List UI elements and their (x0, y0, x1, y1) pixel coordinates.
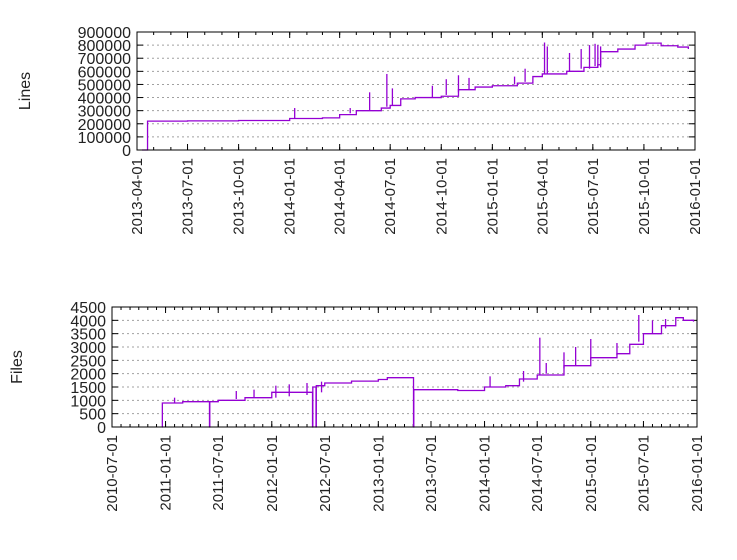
series-line (141, 42, 689, 151)
x-tick-label: 2015-07-01 (635, 435, 652, 512)
y-tick-label: 0 (97, 420, 106, 437)
x-tick-label: 2012-01-01 (264, 435, 281, 512)
y-tick-label: 2500 (70, 353, 106, 370)
x-tick-label: 2011-01-01 (158, 435, 175, 511)
y-tick-label: 0 (122, 143, 131, 160)
x-tick-label: 2013-07-01 (180, 158, 197, 235)
x-tick-label: 2014-01-01 (477, 435, 494, 512)
y-tick-label: 200000 (78, 117, 131, 134)
y-tick-label: 800000 (78, 38, 131, 55)
y-tick-label: 700000 (78, 51, 131, 68)
x-tick-label: 2014-04-01 (332, 158, 349, 235)
plot-frame (111, 306, 698, 428)
x-tick-label: 2016-01-01 (689, 435, 706, 512)
x-tick-label: 2013-10-01 (231, 158, 248, 235)
y-tick-label: 3500 (70, 327, 106, 344)
series-line (161, 317, 695, 428)
y-tick-label: 500000 (78, 77, 131, 94)
x-tick-label: 2014-07-01 (529, 435, 546, 512)
y-tick-label: 1000 (70, 393, 106, 410)
x-tick-label: 2013-07-01 (423, 435, 440, 512)
x-tick-label: 2015-01-01 (583, 435, 600, 512)
x-tick-label: 2010-07-01 (104, 435, 121, 512)
x-tick-label: 2012-07-01 (317, 435, 334, 512)
x-tick-label: 2014-10-01 (433, 158, 450, 235)
y-tick-label: 900000 (78, 25, 131, 42)
x-tick-label: 2016-01-01 (687, 158, 704, 235)
x-tick-label: 2015-10-01 (636, 158, 653, 235)
y-tick-label: 1500 (70, 380, 106, 397)
x-tick-label: 2015-01-01 (484, 158, 501, 235)
y-axis-label: Files (9, 350, 26, 384)
x-tick-label: 2014-01-01 (282, 158, 299, 235)
x-tick-label: 2011-07-01 (210, 435, 227, 511)
y-tick-label: 600000 (78, 64, 131, 81)
y-tick-label: 4500 (70, 300, 106, 317)
y-tick-label: 2000 (70, 367, 106, 384)
x-tick-label: 2013-04-01 (129, 158, 146, 235)
plot-frame (136, 31, 696, 151)
x-tick-label: 2013-01-01 (370, 435, 387, 512)
y-axis-label: Lines (17, 72, 34, 110)
y-tick-label: 4000 (70, 313, 106, 330)
y-tick-label: 3000 (70, 340, 106, 357)
y-tick-label: 300000 (78, 104, 131, 121)
y-tick-label: 400000 (78, 91, 131, 108)
x-tick-label: 2014-07-01 (382, 158, 399, 235)
x-tick-label: 2015-07-01 (585, 158, 602, 235)
y-tick-label: 100000 (78, 130, 131, 147)
plot-1: 0100000200000300000400000500000600000700… (17, 25, 704, 235)
x-tick-label: 2015-04-01 (534, 158, 551, 235)
y-tick-label: 500 (79, 407, 106, 424)
